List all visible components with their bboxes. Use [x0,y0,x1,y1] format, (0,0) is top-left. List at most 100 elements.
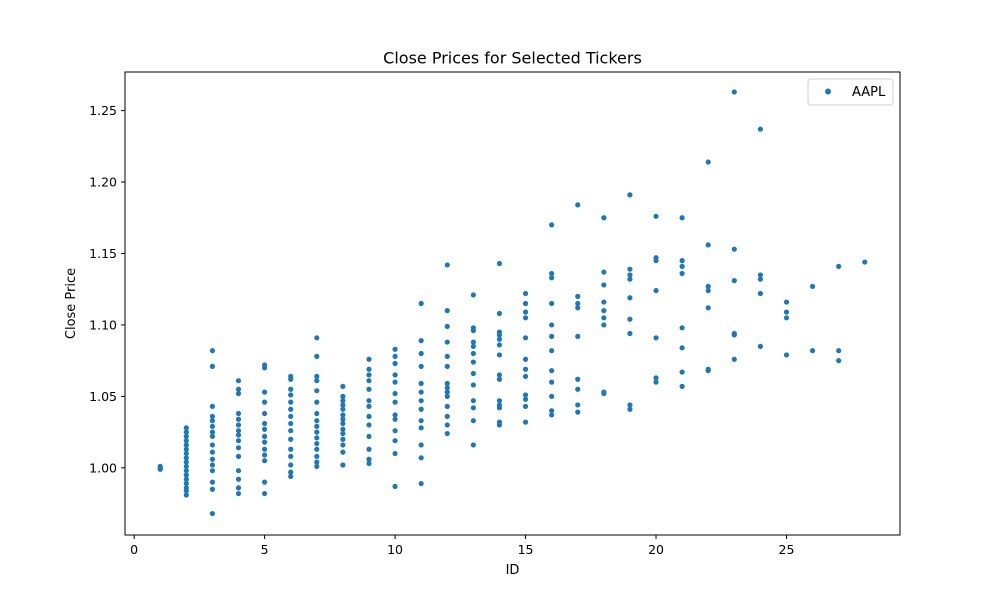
data-point [209,429,216,435]
data-point [288,420,294,427]
x-axis-label: ID [506,563,520,578]
data-point [444,308,450,314]
data-point [209,510,216,517]
data-point [549,393,555,399]
data-point [418,350,424,357]
data-point [340,412,346,418]
data-point [183,446,189,452]
data-point [496,402,503,408]
data-point [235,410,242,417]
data-point [470,370,476,377]
data-point [314,453,320,459]
data-point [444,413,450,419]
data-point [418,418,424,424]
data-point [392,450,398,457]
data-point [288,453,294,459]
data-point [262,426,268,432]
data-point [235,438,242,444]
data-point [183,472,189,478]
data-point [392,399,398,405]
data-point [392,372,398,378]
data-point [209,418,216,424]
data-point [392,353,398,359]
data-point [444,389,450,395]
data-point [183,438,189,444]
data-point [601,389,607,395]
data-point [496,376,503,382]
data-point [314,388,320,394]
data-point [209,348,216,354]
plot-frame [124,71,901,536]
data-point [783,315,790,321]
data-point [262,433,268,439]
data-point [522,335,529,341]
data-point [392,412,398,418]
data-point [288,399,294,405]
data-point [731,278,737,284]
data-point [627,316,633,322]
data-point [575,202,581,208]
data-point [418,406,424,412]
data-point [444,339,450,345]
data-point [496,329,503,335]
data-point [444,363,450,369]
data-point [444,393,450,399]
data-point [340,393,346,399]
data-point [340,442,346,448]
data-point [496,398,503,404]
data-point [496,372,503,378]
data-point [183,429,189,435]
data-point [575,386,581,392]
data-point [288,386,294,392]
data-point [366,433,372,439]
x-tick-label: 10 [387,542,403,557]
data-point [183,450,189,457]
data-point [183,433,189,439]
data-point [418,480,424,487]
data-point [340,402,346,408]
data-point [444,353,450,359]
data-point [862,259,868,265]
legend-marker-aapl [825,88,831,95]
data-point [601,215,607,221]
data-point [209,363,216,369]
data-point [705,305,711,311]
data-point [470,382,476,388]
x-axis: 0 5 10 15 20 25 [130,535,794,557]
data-point [209,462,216,468]
data-point [575,305,581,311]
y-tick-label: 1.20 [89,175,117,190]
data-point [262,479,268,485]
y-tick-label: 1.25 [89,103,117,118]
data-point [757,276,764,282]
data-point [314,373,320,379]
data-point [444,430,450,437]
data-point [522,403,529,409]
data-point [314,435,320,441]
data-point [549,270,555,277]
data-point [314,423,320,429]
y-tick-label: 1.05 [89,389,117,404]
y-tick-label: 1.00 [89,460,117,475]
data-point [679,263,685,269]
data-point [444,323,450,329]
data-point [444,380,450,387]
data-point [366,446,372,452]
data-point [601,282,607,288]
data-point [522,366,529,372]
data-point [418,389,424,395]
data-point [731,246,737,252]
data-point [392,438,398,444]
data-point [705,242,711,248]
data-point [235,490,242,497]
data-point [549,408,555,414]
data-point [679,383,685,389]
data-point [340,406,346,412]
data-point [549,300,555,307]
data-point [235,416,242,422]
data-point [288,413,294,419]
data-point [183,425,189,431]
data-point [209,456,216,462]
data-point [235,485,242,491]
data-point [209,413,216,419]
